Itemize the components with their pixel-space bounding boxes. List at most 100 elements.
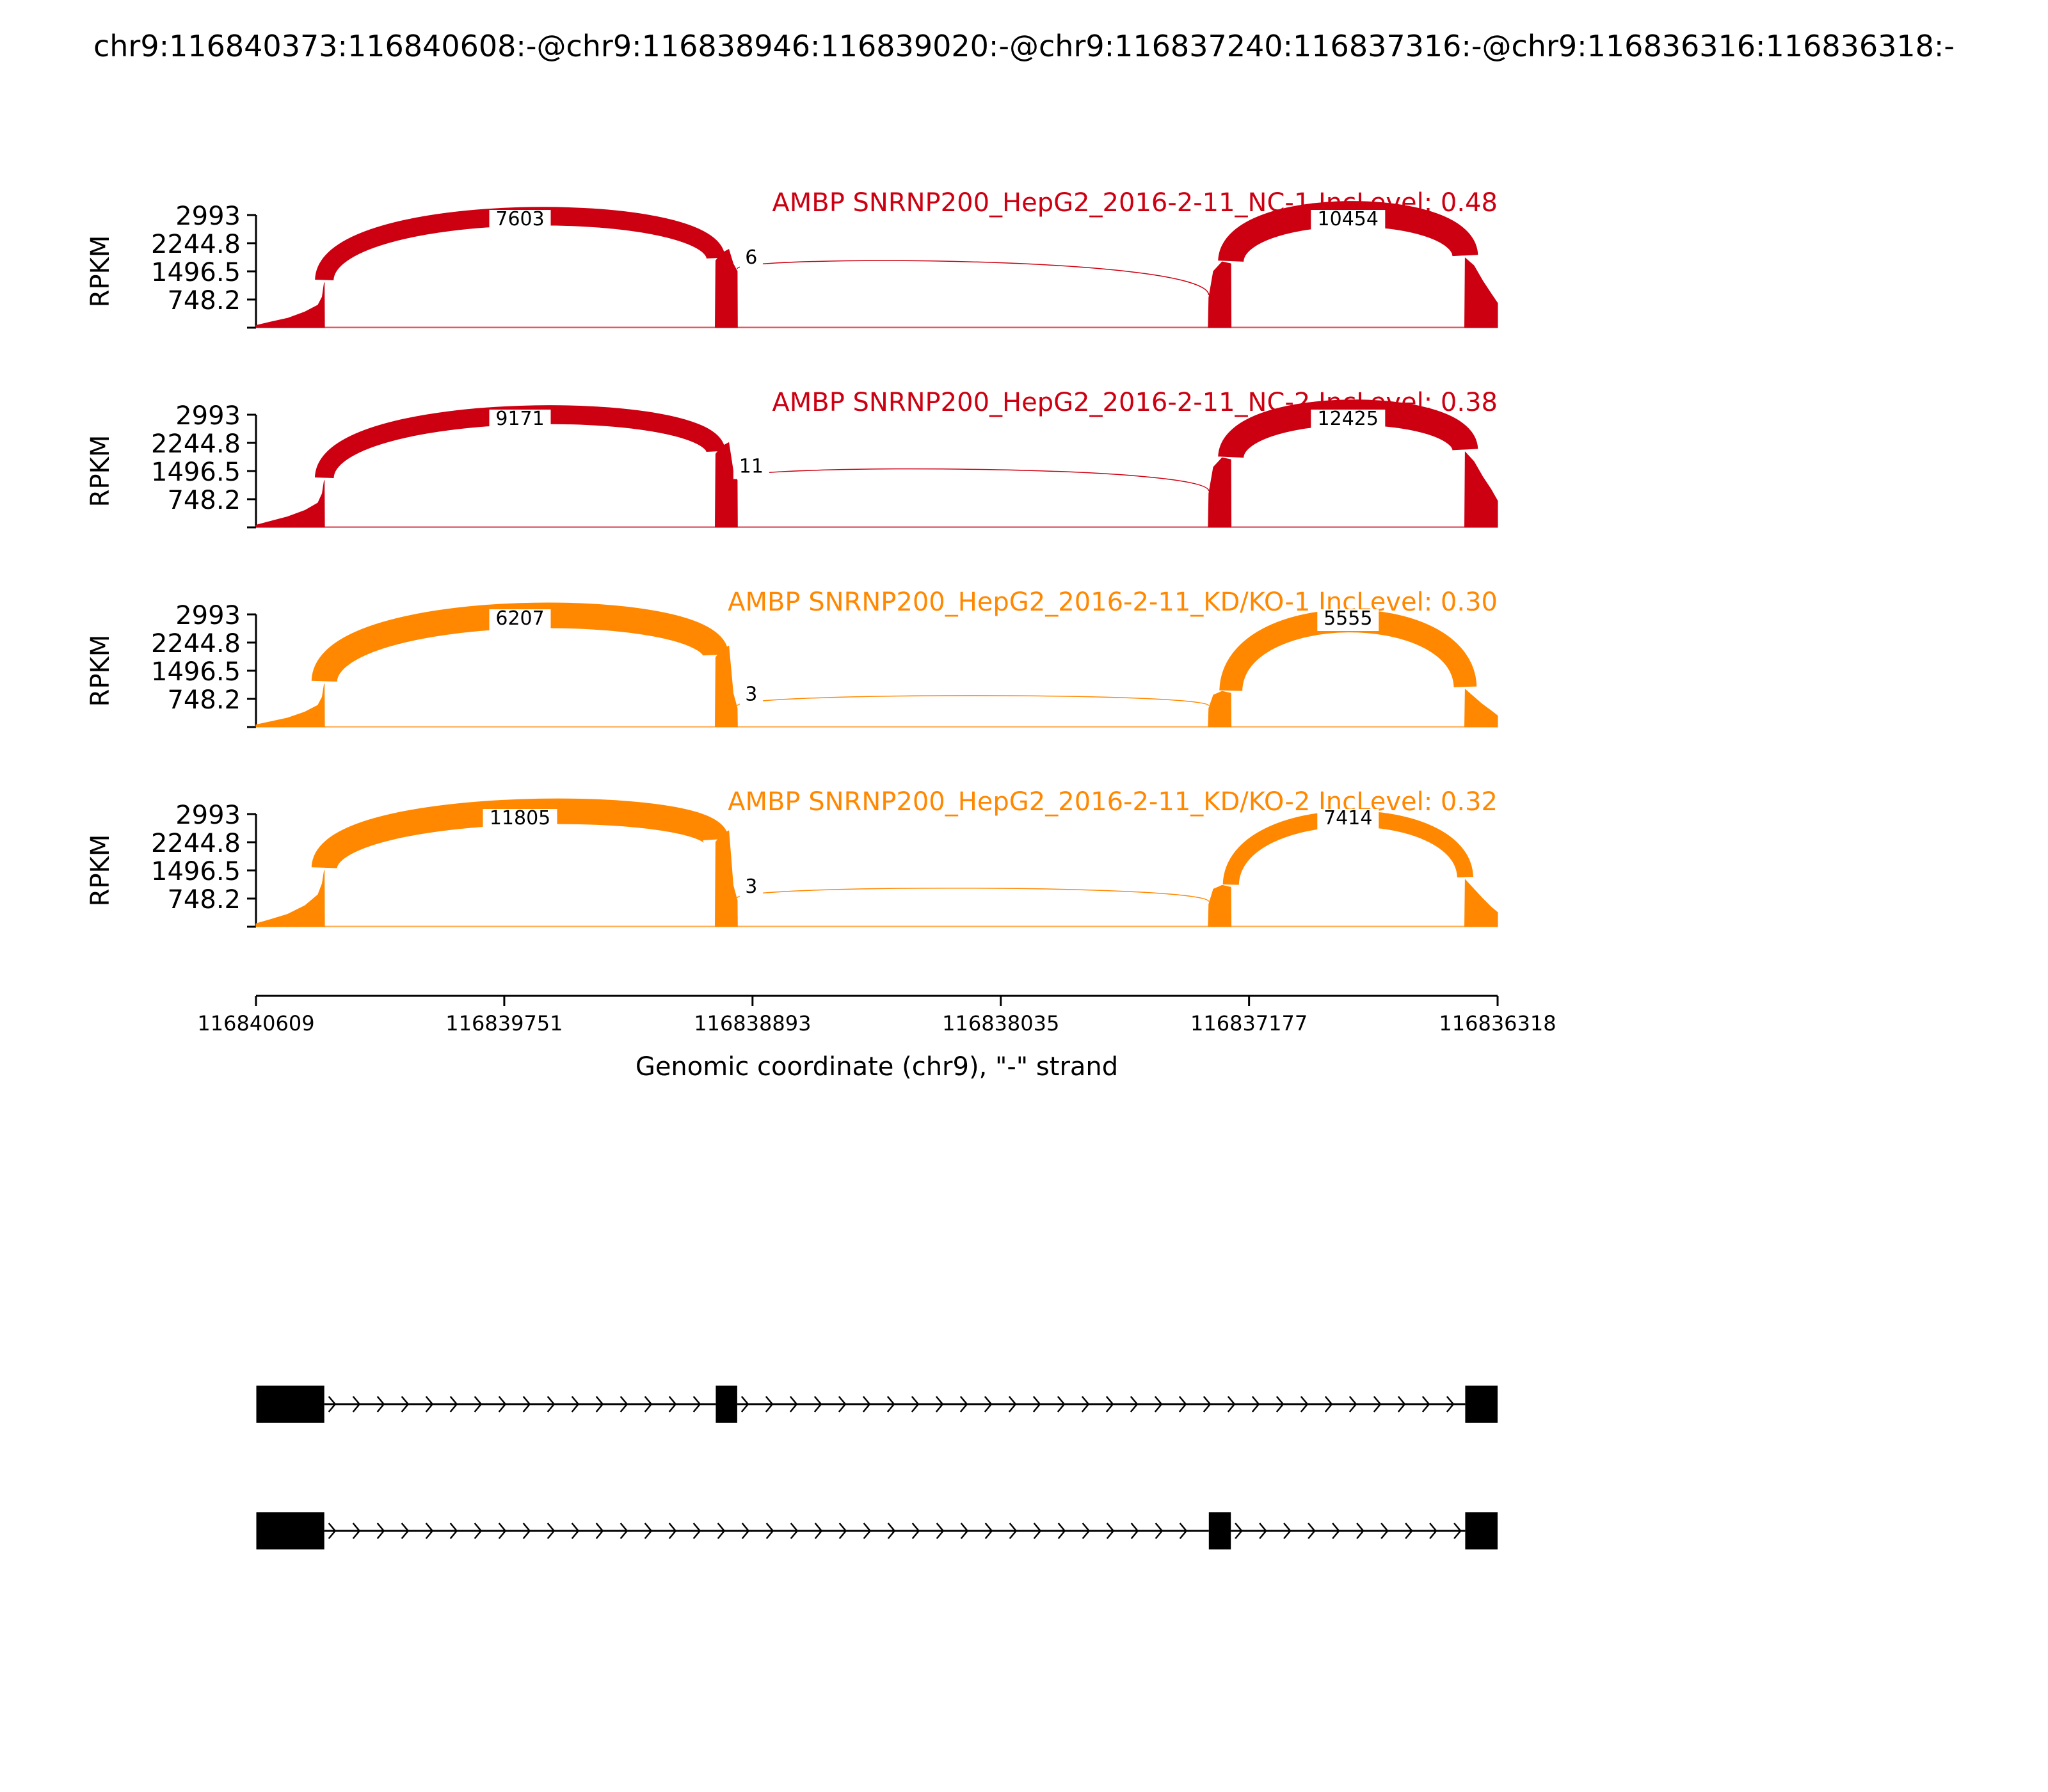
y-axis-label: RPKM xyxy=(86,835,115,907)
strand-arrow xyxy=(984,1523,993,1539)
y-tick-label: 2993 xyxy=(175,801,241,830)
x-axis: 116840609 116839751 116838893 116838035 1168… xyxy=(197,995,1556,1082)
y-tick-label: 2993 xyxy=(175,202,241,231)
y-tick-label: 2244.8 xyxy=(151,429,241,459)
strand-arrow xyxy=(1373,1396,1382,1412)
strand-arrow xyxy=(644,1523,653,1539)
strand-arrow xyxy=(1154,1396,1163,1412)
strand-arrow xyxy=(595,1396,604,1412)
strand-arrow xyxy=(863,1523,872,1539)
strand-arrow xyxy=(1032,1396,1041,1412)
strand-arrow xyxy=(740,1396,749,1412)
y-axis-label: RPKM xyxy=(86,635,115,707)
isoform-track xyxy=(256,1386,1498,1423)
exon-block xyxy=(256,1386,324,1423)
junction-count-label: 3 xyxy=(745,876,757,898)
strand-arrow xyxy=(1105,1396,1114,1412)
strand-arrow xyxy=(1130,1396,1139,1412)
strand-arrow xyxy=(522,1396,531,1412)
strand-arrow xyxy=(1446,1396,1455,1412)
strand-arrow xyxy=(741,1523,750,1539)
junction-count-label: 7603 xyxy=(495,208,544,230)
strand-arrow xyxy=(911,1523,920,1539)
exon-block xyxy=(716,1386,737,1423)
junction-count-label: 6 xyxy=(745,246,757,269)
strand-arrow xyxy=(595,1523,604,1539)
strand-arrow xyxy=(960,1523,969,1539)
strand-arrow xyxy=(474,1396,483,1412)
strand-arrow xyxy=(1008,1396,1017,1412)
sample-title: AMBP SNRNP200_HepG2_2016-2-11_KD/KO-2 In… xyxy=(728,787,1498,817)
y-axis-label: RPKM xyxy=(86,435,115,508)
strand-arrow xyxy=(571,1396,580,1412)
y-tick-label: 1496.5 xyxy=(151,857,241,886)
x-tick-label: 116836318 xyxy=(1439,1011,1556,1036)
y-tick-label: 748.2 xyxy=(167,685,241,715)
exon-block xyxy=(1465,1512,1498,1549)
strand-arrow xyxy=(1009,1523,1018,1539)
y-tick-label: 1496.5 xyxy=(151,258,241,287)
strand-arrow xyxy=(1421,1396,1430,1412)
y-tick-label: 748.2 xyxy=(167,286,241,316)
coverage-area xyxy=(255,442,1498,528)
strand-arrow xyxy=(449,1396,458,1412)
coverage-area xyxy=(255,645,1498,728)
strand-arrow xyxy=(692,1523,701,1539)
strand-arrow xyxy=(1203,1396,1212,1412)
strand-arrow xyxy=(717,1523,726,1539)
strand-arrow xyxy=(790,1523,799,1539)
y-tick-label: 748.2 xyxy=(167,885,241,915)
strand-arrow xyxy=(1259,1523,1267,1539)
exon-block xyxy=(256,1512,324,1549)
strand-arrow xyxy=(1033,1523,1042,1539)
junction-count-label: 5555 xyxy=(1324,607,1372,630)
junction-label-bg xyxy=(739,248,763,270)
strand-arrow xyxy=(838,1396,847,1412)
strand-arrow xyxy=(838,1523,847,1539)
junction-label-bg xyxy=(1317,809,1379,831)
strand-arrow xyxy=(1057,1396,1066,1412)
junction-count-label: 10454 xyxy=(1318,208,1379,230)
strand-arrow xyxy=(498,1396,507,1412)
strand-arrow xyxy=(1057,1523,1066,1539)
strand-arrow xyxy=(1324,1396,1333,1412)
y-tick-label: 1496.5 xyxy=(151,458,241,487)
page-title: chr9:116840373:116840608:-@chr9:11683894… xyxy=(93,29,1955,63)
strand-arrow xyxy=(1308,1523,1316,1539)
junction-arc xyxy=(737,887,1210,902)
y-tick-label: 2244.8 xyxy=(151,629,241,659)
strand-arrow xyxy=(498,1523,507,1539)
junction-arc xyxy=(1219,609,1477,692)
x-axis-label: Genomic coordinate (chr9), "-" strand xyxy=(636,1052,1118,1082)
strand-arrow xyxy=(376,1523,385,1539)
junction-label-bg xyxy=(1311,410,1386,431)
strand-arrow xyxy=(1348,1396,1357,1412)
strand-arrow xyxy=(814,1523,823,1539)
strand-arrow xyxy=(547,1523,556,1539)
junction-count-label: 12425 xyxy=(1318,408,1379,430)
strand-arrow xyxy=(401,1396,410,1412)
strand-arrow xyxy=(1300,1396,1309,1412)
strand-arrow xyxy=(1276,1396,1284,1412)
y-tick-label: 2993 xyxy=(175,401,241,431)
strand-arrow xyxy=(1235,1523,1243,1539)
junction-label-bg xyxy=(489,410,551,431)
strand-arrow xyxy=(1380,1523,1389,1539)
gene-model xyxy=(256,1386,1498,1549)
strand-arrow xyxy=(1397,1396,1406,1412)
strand-arrow xyxy=(692,1396,701,1412)
junction-label-bg xyxy=(489,609,551,631)
strand-arrow xyxy=(1283,1523,1292,1539)
strand-arrow xyxy=(352,1523,361,1539)
strand-arrow xyxy=(789,1396,798,1412)
junction-label-bg xyxy=(739,685,763,707)
y-tick-label: 2993 xyxy=(175,601,241,630)
strand-arrow xyxy=(959,1396,968,1412)
junction-label-bg xyxy=(489,210,551,232)
junction-label-bg xyxy=(733,457,769,479)
junction-count-label: 11805 xyxy=(490,807,550,829)
y-tick-label: 748.2 xyxy=(167,486,241,515)
